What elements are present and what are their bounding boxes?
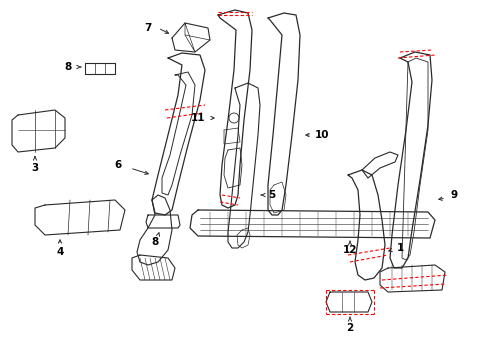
Text: 8: 8 — [151, 237, 158, 247]
Text: 8: 8 — [64, 62, 71, 72]
Text: 2: 2 — [346, 323, 353, 333]
Text: 10: 10 — [314, 130, 328, 140]
Text: 3: 3 — [31, 163, 39, 173]
Text: 6: 6 — [114, 160, 122, 170]
Text: 9: 9 — [449, 190, 457, 200]
Text: 5: 5 — [268, 190, 275, 200]
Text: 12: 12 — [342, 245, 357, 255]
Text: 11: 11 — [190, 113, 205, 123]
Text: 1: 1 — [396, 243, 403, 253]
Text: 7: 7 — [144, 23, 151, 33]
Text: 4: 4 — [56, 247, 63, 257]
